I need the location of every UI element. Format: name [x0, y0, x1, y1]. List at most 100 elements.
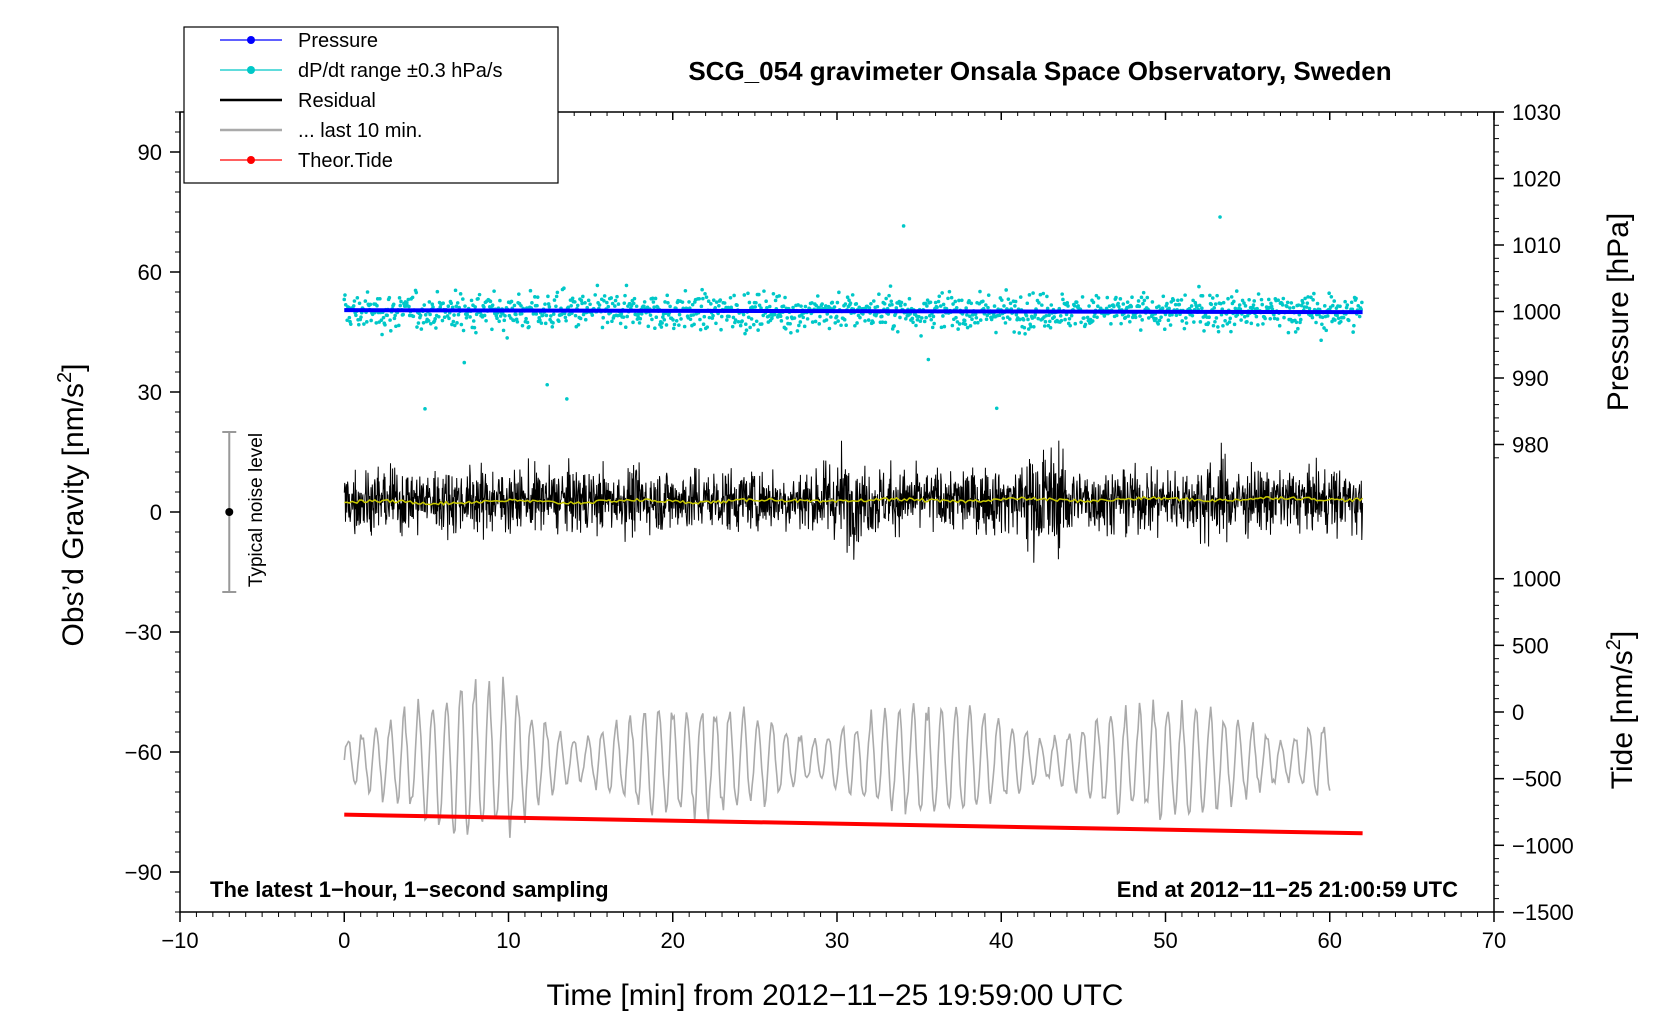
- dpdt-point: [882, 302, 887, 306]
- dpdt-point: [671, 318, 675, 322]
- dpdt-point: [1310, 315, 1315, 320]
- dpdt-point: [415, 325, 419, 329]
- dpdt-point: [911, 320, 915, 325]
- dpdt-point: [1213, 302, 1218, 306]
- dpdt-point: [727, 314, 731, 319]
- dpdt-point: [858, 315, 862, 320]
- dpdt-point: [850, 293, 855, 297]
- dpdt-point: [1229, 329, 1233, 334]
- dpdt-point: [1184, 321, 1189, 325]
- dpdt-point: [618, 321, 623, 326]
- dpdt-point: [565, 397, 569, 401]
- smoothed-residual-line: [344, 495, 1364, 506]
- dpdt-point: [1041, 291, 1046, 296]
- dpdt-point: [746, 291, 750, 296]
- dpdt-point: [1242, 301, 1246, 305]
- dpdt-point: [541, 313, 545, 318]
- dpdt-point: [1243, 304, 1248, 308]
- dpdt-point: [1320, 322, 1324, 327]
- dpdt-point: [801, 315, 806, 320]
- dpdt-point: [1079, 320, 1083, 325]
- dpdt-point: [666, 300, 670, 305]
- dpdt-point: [1145, 295, 1150, 300]
- legend-box: [183, 26, 559, 184]
- dpdt-point: [1214, 316, 1219, 320]
- dpdt-point: [1256, 292, 1261, 296]
- dpdt-point: [730, 324, 735, 329]
- dpdt-point: [543, 321, 548, 326]
- dpdt-point: [342, 297, 347, 302]
- dpdt-point: [1090, 319, 1095, 323]
- dpdt-point: [722, 301, 727, 305]
- dpdt-point: [778, 314, 783, 319]
- dpdt-point: [756, 328, 760, 332]
- dpdt-point: [1245, 319, 1249, 324]
- dpdt-point: [440, 318, 445, 323]
- dpdt-point: [1160, 306, 1165, 311]
- x-tick-label: 70: [1482, 928, 1506, 953]
- dpdt-point: [546, 302, 551, 306]
- dpdt-point: [421, 321, 426, 325]
- dpdt-point: [1202, 329, 1206, 333]
- dpdt-point: [884, 296, 888, 301]
- dpdt-point: [464, 316, 469, 320]
- dpdt-point: [1167, 306, 1171, 311]
- dpdt-point: [1272, 316, 1277, 321]
- dpdt-point: [1303, 296, 1307, 301]
- dpdt-point: [461, 328, 466, 333]
- dpdt-point: [490, 327, 494, 332]
- dpdt-point: [700, 287, 704, 292]
- dpdt-point: [962, 318, 967, 323]
- dpdt-point: [863, 319, 867, 323]
- dpdt-point: [757, 292, 761, 297]
- dpdt-point: [1031, 291, 1035, 295]
- dpdt-point: [1190, 313, 1195, 318]
- dpdt-point: [1229, 295, 1234, 299]
- dpdt-point: [815, 294, 820, 298]
- dpdt-point: [869, 301, 873, 306]
- dpdt-point: [583, 317, 588, 322]
- dpdt-point: [1293, 330, 1298, 334]
- dpdt-point: [759, 322, 764, 326]
- dpdt-point: [719, 327, 723, 332]
- dpdt-point: [600, 325, 605, 330]
- dpdt-point: [895, 329, 900, 334]
- dpdt-point: [1223, 318, 1227, 323]
- dpdt-point: [505, 336, 509, 340]
- dpdt-point: [928, 313, 932, 318]
- last-10-min-line: [343, 676, 1331, 838]
- dpdt-point: [713, 305, 718, 310]
- dpdt-point: [549, 314, 553, 318]
- dpdt-point: [648, 313, 653, 317]
- dpdt-point: [1228, 316, 1233, 321]
- dpdt-point: [973, 320, 977, 325]
- dpdt-point: [924, 315, 928, 320]
- dpdt-point: [546, 294, 550, 299]
- dpdt-point: [557, 319, 561, 324]
- dpdt-point: [530, 301, 534, 305]
- dpdt-point: [580, 301, 584, 306]
- dpdt-point: [1105, 295, 1110, 300]
- dpdt-point: [1240, 298, 1245, 303]
- dpdt-point: [989, 317, 994, 322]
- dpdt-point: [1200, 306, 1204, 311]
- dpdt-point: [1301, 301, 1305, 305]
- dpdt-point: [1312, 291, 1316, 296]
- dpdt-point: [1289, 301, 1294, 305]
- dpdt-point: [524, 316, 528, 321]
- dpdt-point: [992, 304, 997, 308]
- dpdt-point: [933, 300, 938, 305]
- dpdt-point: [471, 319, 476, 323]
- dpdt-point: [399, 299, 403, 304]
- dpdt-point: [871, 299, 876, 303]
- dpdt-point: [369, 318, 373, 323]
- dpdt-point: [857, 305, 862, 310]
- dpdt-point: [754, 301, 758, 305]
- dpdt-point: [843, 302, 848, 306]
- dpdt-point: [498, 298, 502, 303]
- dpdt-point: [613, 298, 618, 303]
- dpdt-point: [1159, 315, 1163, 319]
- y-left-tick-label: −30: [125, 620, 162, 645]
- dpdt-point: [1254, 314, 1259, 319]
